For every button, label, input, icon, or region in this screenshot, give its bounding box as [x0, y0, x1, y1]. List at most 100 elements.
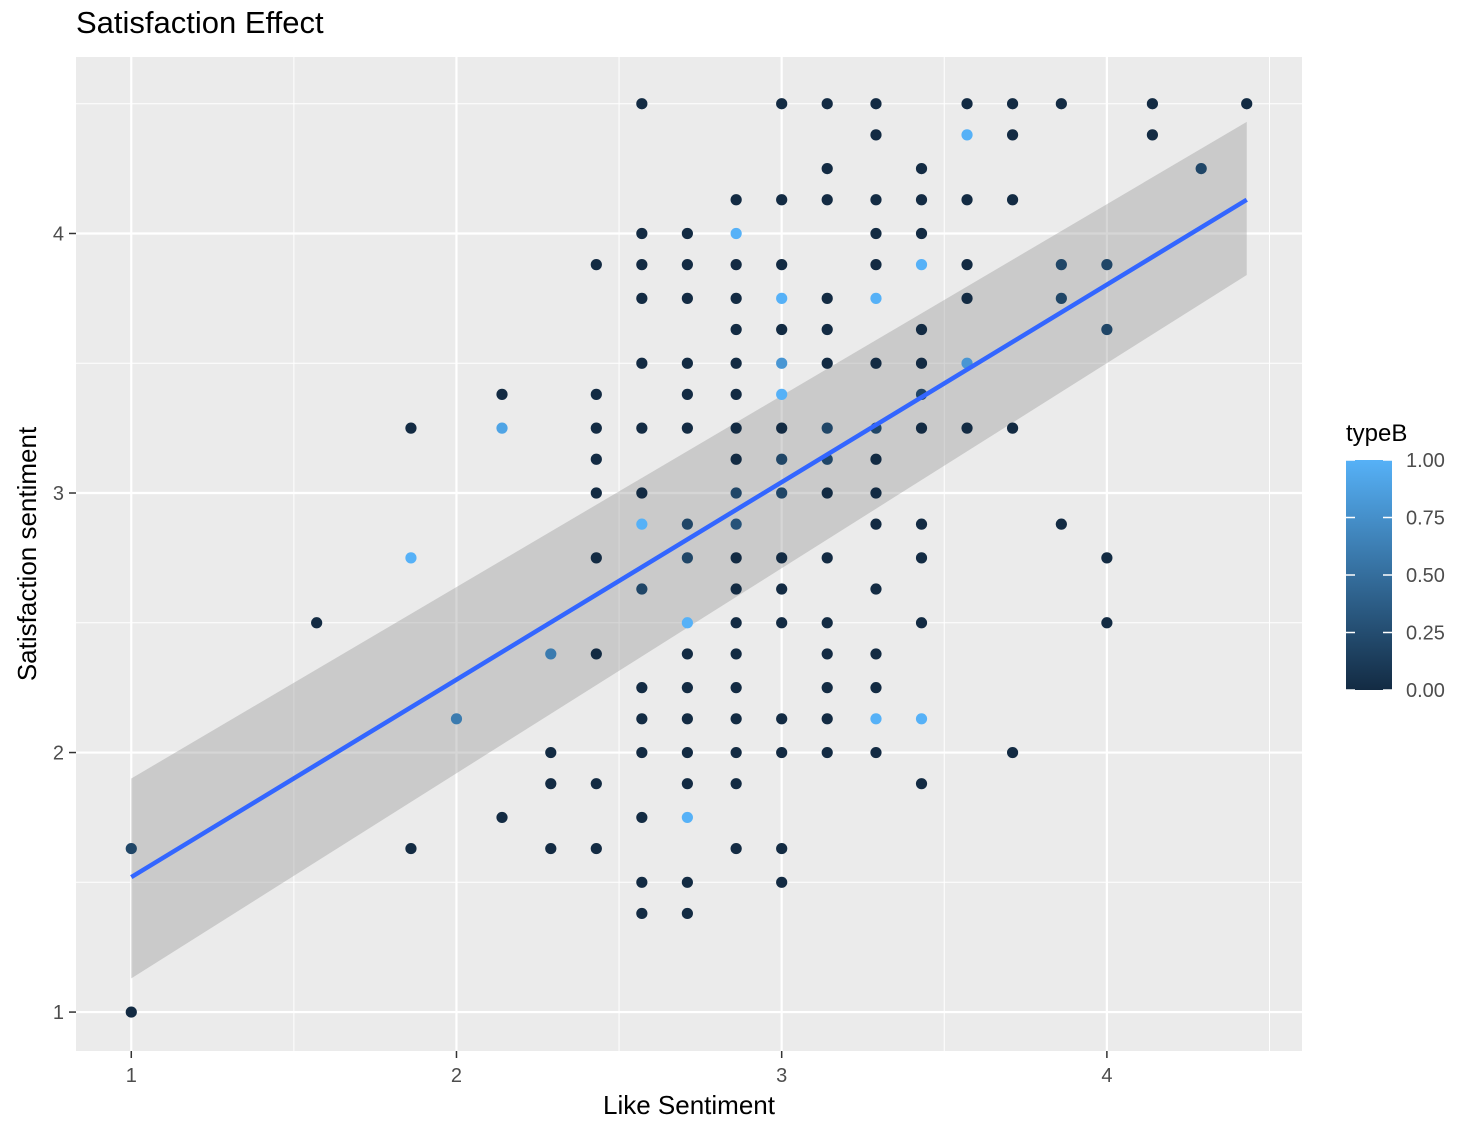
data-point [636, 682, 648, 694]
data-point [545, 746, 557, 759]
data-point [681, 907, 693, 920]
data-point [730, 746, 742, 759]
data-point [870, 682, 882, 694]
data-point [730, 617, 742, 629]
legend-label: 0.25 [1406, 623, 1445, 645]
data-point [915, 194, 928, 206]
data-point [636, 907, 648, 920]
data-point [125, 842, 137, 855]
data-point [1055, 518, 1067, 530]
data-point [545, 648, 557, 660]
data-point [496, 388, 508, 400]
data-point [730, 552, 742, 564]
data-point [1055, 98, 1067, 110]
data-point [590, 453, 602, 465]
data-points [125, 98, 1253, 1018]
data-point [870, 746, 882, 759]
data-point [915, 162, 928, 175]
y-tick-label: 2 [53, 743, 64, 765]
data-point [776, 487, 788, 499]
data-point [915, 357, 928, 369]
data-point [405, 842, 417, 855]
data-point [1101, 259, 1113, 271]
data-point [915, 713, 928, 725]
y-tick-label: 1 [53, 1002, 64, 1024]
data-point [405, 422, 417, 434]
data-point [915, 617, 928, 629]
data-point [496, 811, 508, 824]
data-point [821, 323, 833, 336]
data-point [870, 227, 882, 240]
legend-title: typeB [1346, 420, 1407, 447]
data-point [545, 842, 557, 855]
data-point [405, 552, 417, 564]
data-point [636, 259, 648, 271]
data-point [590, 648, 602, 660]
data-point [961, 292, 973, 304]
data-point [590, 487, 602, 499]
data-point [961, 98, 973, 110]
regression-line [130, 197, 1248, 880]
data-point [681, 778, 693, 790]
data-point [636, 357, 648, 369]
data-point [776, 323, 788, 336]
data-point [681, 617, 693, 629]
data-point [730, 357, 742, 369]
confidence-band [131, 121, 1247, 979]
data-point [1006, 422, 1019, 434]
data-point [730, 842, 742, 855]
data-point [821, 162, 833, 175]
data-point [1006, 129, 1019, 141]
data-point [870, 259, 882, 271]
data-point [1006, 98, 1019, 110]
data-point [776, 583, 788, 595]
data-point [730, 292, 742, 304]
data-point [636, 746, 648, 759]
data-point [681, 682, 693, 694]
data-point [870, 98, 882, 110]
data-point [776, 292, 788, 304]
y-axis: 1 2 3 4 [53, 223, 76, 1024]
legend-label: 1.00 [1406, 450, 1445, 472]
data-point [1195, 162, 1207, 175]
data-point [776, 746, 788, 759]
data-point [870, 518, 882, 530]
data-point [730, 487, 742, 499]
data-point [730, 422, 742, 434]
data-point [1055, 292, 1067, 304]
data-point [776, 617, 788, 629]
data-point [681, 552, 693, 564]
data-point [915, 778, 928, 790]
data-point [636, 583, 648, 595]
data-point [450, 713, 463, 725]
data-point [776, 552, 788, 564]
y-axis-title: Satisfaction sentiment [12, 426, 42, 681]
data-point [821, 713, 833, 725]
y-tick-label: 4 [53, 223, 64, 245]
data-point [776, 422, 788, 434]
data-point [730, 648, 742, 660]
data-point [681, 876, 693, 888]
data-point [870, 648, 882, 660]
data-point [681, 713, 693, 725]
data-point [636, 713, 648, 725]
data-point [821, 552, 833, 564]
data-point [590, 388, 602, 400]
data-point [1055, 259, 1067, 271]
data-point [681, 388, 693, 400]
data-point [730, 583, 742, 595]
data-point [821, 292, 833, 304]
data-point [1006, 746, 1019, 759]
data-point [821, 682, 833, 694]
data-point [1101, 323, 1113, 336]
data-point [776, 357, 788, 369]
data-point [870, 292, 882, 304]
data-point [730, 194, 742, 206]
data-point [1241, 98, 1253, 110]
y-tick-label: 3 [53, 483, 64, 505]
data-point [636, 518, 648, 530]
data-point [590, 422, 602, 434]
data-point [776, 194, 788, 206]
data-point [915, 323, 928, 336]
